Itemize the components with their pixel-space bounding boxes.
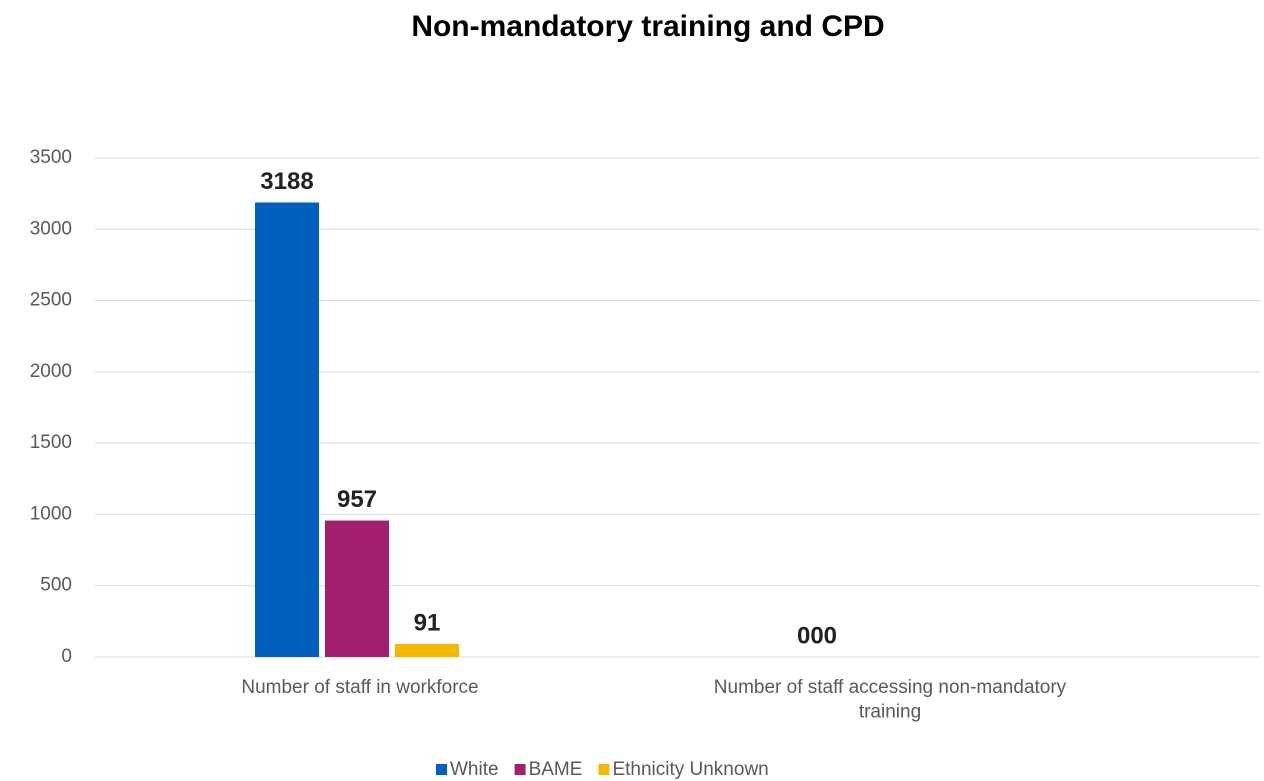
- legend-label: Ethnicity Unknown: [612, 759, 768, 780]
- x-tick-label: Number of staff accessing non-mandatory t…: [714, 677, 1067, 723]
- legend-label: BAME: [529, 759, 583, 780]
- bar: [255, 202, 319, 657]
- bar: [325, 520, 389, 657]
- x-tick-label: Number of staff in workforce: [241, 677, 478, 698]
- y-tick-label: 3000: [30, 218, 72, 239]
- data-label: 3188: [260, 168, 313, 195]
- data-label: 91: [414, 609, 441, 636]
- y-tick-label: 0: [61, 646, 72, 667]
- bar: [395, 644, 459, 657]
- y-tick-label: 1000: [30, 503, 72, 524]
- data-label: 000: [797, 622, 837, 649]
- legend-label: White: [450, 759, 499, 780]
- legend-swatch: [514, 764, 526, 775]
- data-label: 957: [337, 486, 377, 513]
- y-tick-label: 1500: [30, 432, 72, 453]
- y-tick-label: 2500: [30, 290, 72, 311]
- y-tick-label: 3500: [30, 147, 72, 168]
- legend-swatch: [598, 764, 610, 775]
- legend-swatch: [436, 764, 447, 775]
- y-tick-label: 2000: [30, 361, 72, 382]
- chart-title: Non-mandatory training and CPD: [411, 10, 884, 43]
- y-tick-label: 500: [40, 575, 72, 596]
